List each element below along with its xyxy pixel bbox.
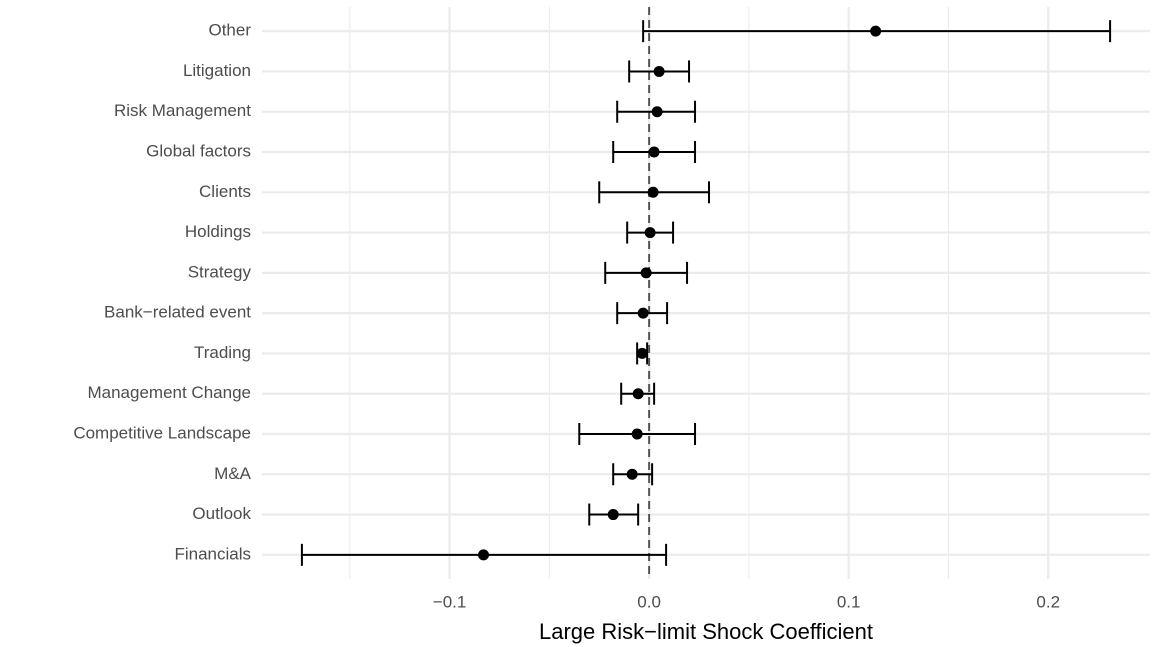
point (644, 227, 656, 239)
y-tick-label: Other (208, 21, 251, 40)
x-tick-label: 0.0 (637, 592, 661, 611)
point (637, 307, 649, 319)
x-axis-title: Large Risk−limit Shock Coefficient (539, 619, 873, 644)
y-tick-label: M&A (214, 464, 252, 483)
y-tick-label: Financials (174, 544, 251, 563)
point (651, 106, 663, 118)
point (478, 549, 490, 561)
point (636, 347, 648, 359)
x-tick-label: −0.1 (433, 592, 467, 611)
x-tick-label: 0.1 (837, 592, 861, 611)
point (632, 388, 644, 400)
point (648, 146, 660, 158)
point (626, 468, 638, 480)
y-tick-label: Risk Management (114, 101, 251, 120)
y-tick-label: Bank−related event (104, 303, 251, 322)
point (653, 65, 665, 77)
point (607, 509, 619, 521)
y-tick-label: Global factors (146, 141, 251, 160)
y-tick-label: Litigation (183, 61, 251, 80)
y-tick-label: Outlook (192, 504, 251, 523)
y-tick-label: Clients (199, 182, 251, 201)
point (870, 25, 882, 37)
y-tick-label: Strategy (188, 262, 252, 281)
point (631, 428, 643, 440)
point (640, 267, 652, 279)
y-tick-label: Trading (194, 343, 251, 362)
point (647, 186, 659, 198)
x-tick-label: 0.2 (1036, 592, 1060, 611)
y-tick-label: Holdings (185, 222, 251, 241)
y-tick-label: Management Change (87, 383, 251, 402)
y-tick-label: Competitive Landscape (73, 423, 251, 442)
